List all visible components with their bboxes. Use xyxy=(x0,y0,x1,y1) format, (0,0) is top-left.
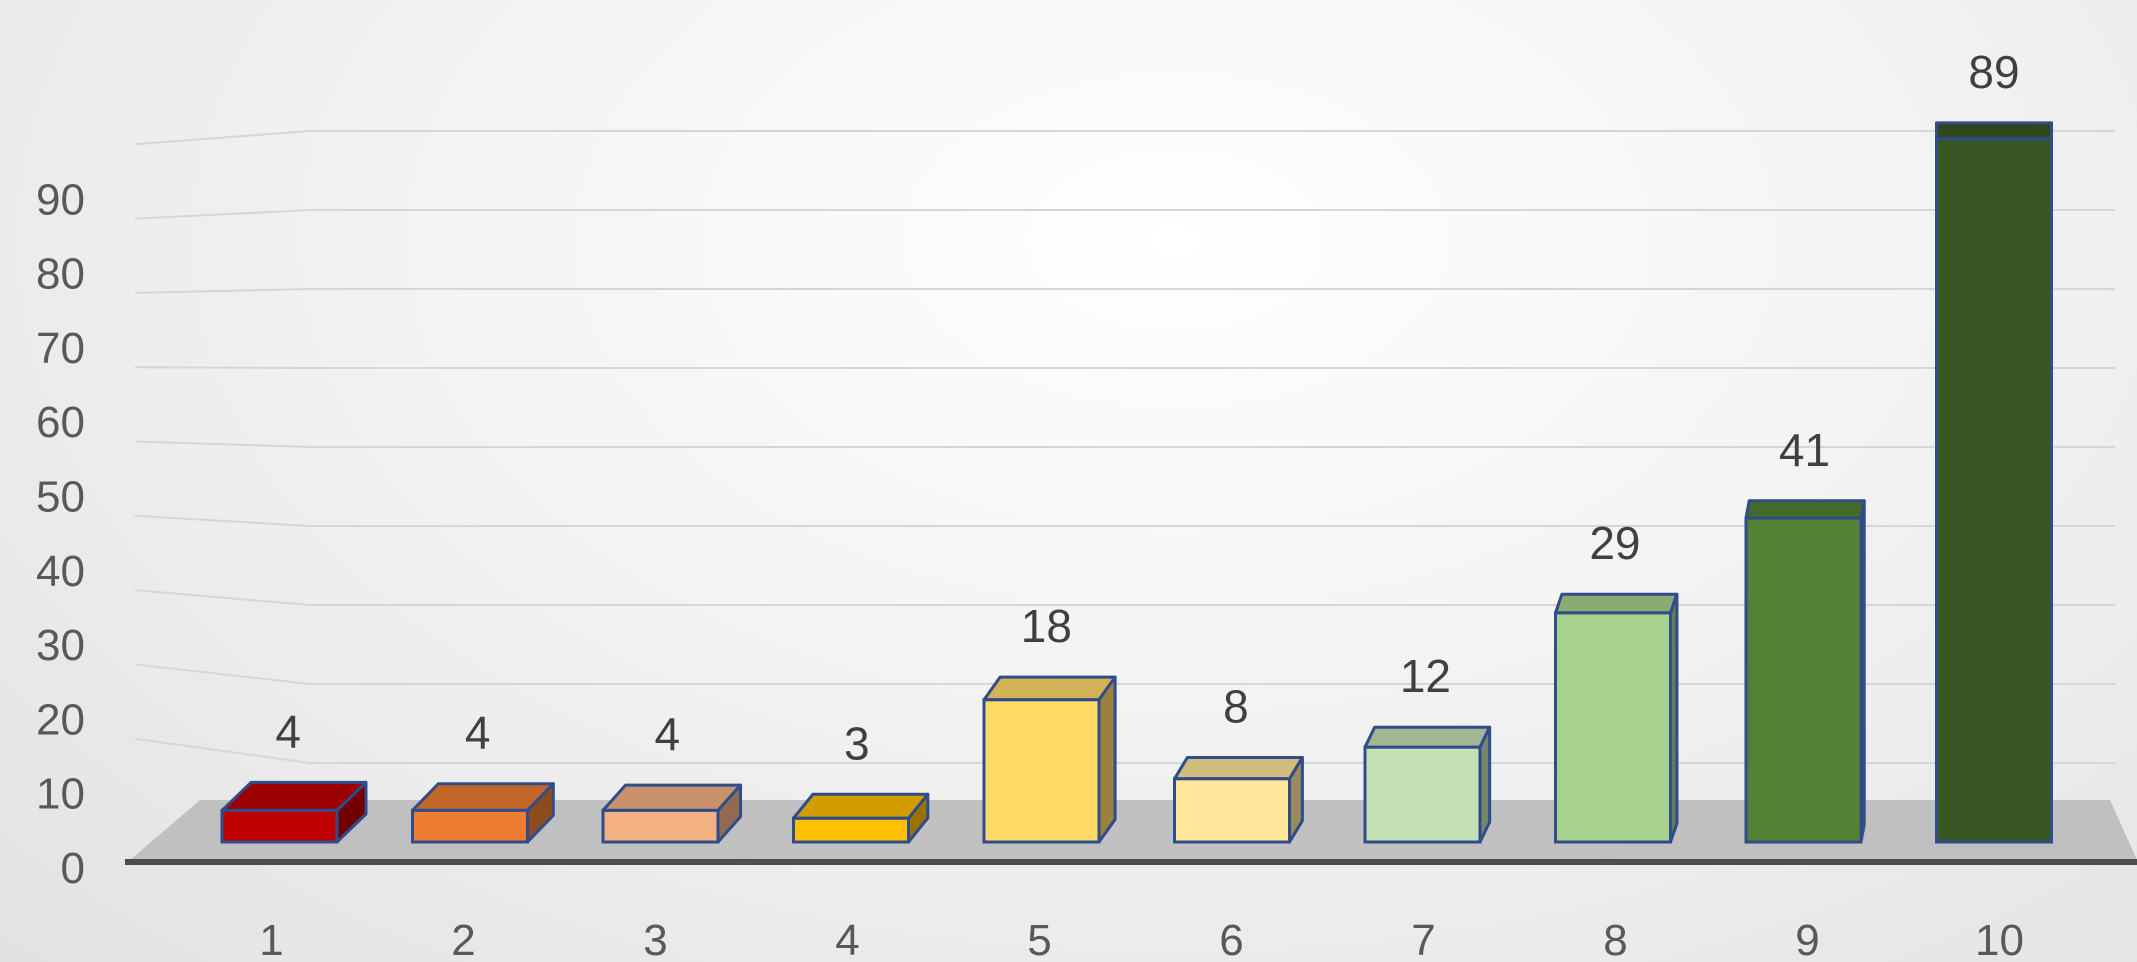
bar-top-face xyxy=(982,675,1117,702)
data-label: 12 xyxy=(1400,650,1451,702)
x-tick-label: 10 xyxy=(1975,916,2024,962)
data-label: 41 xyxy=(1779,424,1830,476)
y-tick-label: 40 xyxy=(36,547,85,596)
data-label: 4 xyxy=(275,705,301,757)
y-tick-label: 20 xyxy=(36,695,85,744)
gridline xyxy=(134,288,2115,294)
bar-front-face xyxy=(792,816,910,844)
bars xyxy=(220,121,2053,844)
bar xyxy=(220,780,368,844)
x-tick-label: 6 xyxy=(1219,916,1243,962)
gridline xyxy=(134,209,2115,220)
bar xyxy=(982,675,1117,844)
data-label: 4 xyxy=(465,707,491,759)
bar-front-face xyxy=(220,808,339,844)
bar-front-face xyxy=(1173,777,1291,844)
x-tick-label: 4 xyxy=(835,916,859,962)
data-label: 18 xyxy=(1021,600,1072,652)
gridline xyxy=(134,589,2115,606)
bar xyxy=(1935,121,2053,844)
bar-front-face xyxy=(1363,745,1482,844)
bar xyxy=(1554,592,1679,844)
x-tick-label: 9 xyxy=(1795,916,1819,962)
gridline xyxy=(134,514,2115,527)
gridline xyxy=(134,366,2115,369)
gridlines xyxy=(134,130,2115,764)
y-tick-label: 60 xyxy=(36,398,85,447)
x-tick-label: 1 xyxy=(259,916,283,962)
bar-side-face xyxy=(1097,675,1117,844)
x-tick-label: 3 xyxy=(643,916,667,962)
bar-top-face xyxy=(792,792,930,820)
data-label: 8 xyxy=(1223,680,1249,732)
bar-top-face xyxy=(1935,121,2053,141)
y-tick-label: 10 xyxy=(36,770,85,819)
y-tick-label: 70 xyxy=(36,324,85,373)
data-label: 3 xyxy=(844,717,870,769)
y-tick-label: 80 xyxy=(36,250,85,299)
bar xyxy=(601,783,743,844)
gridline xyxy=(134,440,2115,448)
data-label: 29 xyxy=(1589,517,1640,569)
y-tick-label: 30 xyxy=(36,621,85,670)
bar-front-face xyxy=(601,808,720,844)
y-tick-label: 90 xyxy=(36,175,85,224)
data-label: 89 xyxy=(1968,46,2019,98)
bar-top-face xyxy=(1363,725,1492,749)
x-tick-label: 8 xyxy=(1603,916,1627,962)
bar xyxy=(1744,499,1866,844)
gridline xyxy=(134,663,2115,685)
bar-front-face xyxy=(1935,137,2053,844)
x-tick-label: 5 xyxy=(1027,916,1051,962)
bar-front-face xyxy=(1554,611,1672,844)
bar-front-face xyxy=(1744,516,1863,844)
bar-top-face xyxy=(1554,592,1679,615)
bar-top-face xyxy=(1173,755,1304,781)
bar xyxy=(1173,755,1304,844)
gridline xyxy=(134,130,2115,146)
y-tick-label: 50 xyxy=(36,473,85,522)
gridline xyxy=(134,737,2115,764)
y-axis-ticks: 0 10 20 30 40 50 60 70 80 90 xyxy=(36,175,85,893)
data-label: 4 xyxy=(654,708,680,760)
bar-front-face xyxy=(411,808,529,844)
bar-front-face xyxy=(982,698,1101,844)
x-axis-ticks: 1 2 3 4 5 6 7 8 9 10 xyxy=(259,916,2024,962)
bar xyxy=(792,792,930,844)
x-tick-label: 7 xyxy=(1411,916,1435,962)
bar xyxy=(411,782,555,844)
bar-top-face xyxy=(1744,499,1866,520)
y-tick-label: 0 xyxy=(61,844,85,893)
x-tick-label: 2 xyxy=(451,916,475,962)
data-labels: 4 4 4 3 18 8 12 29 41 89 xyxy=(275,46,2019,769)
bar xyxy=(1363,725,1492,844)
